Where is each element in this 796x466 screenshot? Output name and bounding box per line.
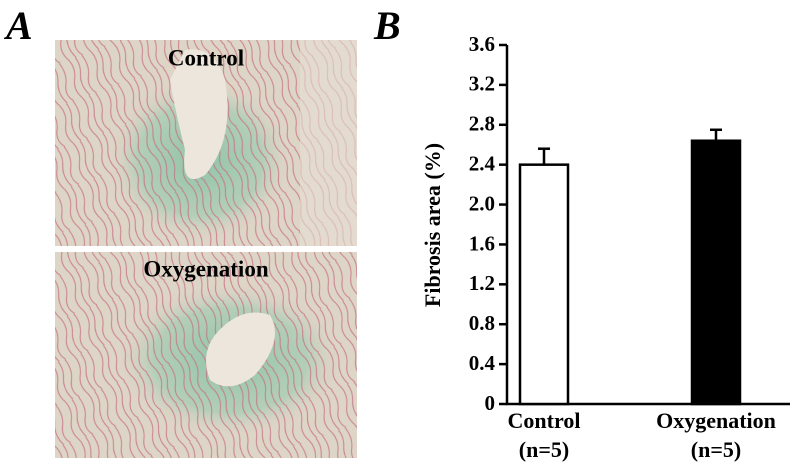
y-tick-label: 0: [485, 391, 496, 415]
y-tick-label: 3.2: [469, 72, 495, 96]
y-tick-label: 1.2: [469, 271, 495, 295]
y-tick-label: 0.4: [469, 351, 496, 375]
x-tick-label: Oxygenation: [656, 408, 776, 433]
image-caption: Oxygenation: [143, 256, 268, 281]
y-tick-label: 2.4: [469, 151, 496, 175]
panel-label: A: [3, 3, 33, 48]
bar: [690, 139, 742, 406]
y-tick-label: 2.0: [469, 191, 495, 215]
x-tick-note: (n=5): [691, 437, 741, 462]
histology-image: Control: [55, 40, 357, 246]
x-tick-label: Control: [508, 408, 581, 433]
y-axis-label: Fibrosis area (%): [420, 143, 445, 307]
y-tick-label: 0.8: [469, 311, 495, 335]
y-tick-label: 1.6: [469, 231, 495, 255]
bar: [518, 163, 570, 406]
x-tick-note: (n=5): [519, 437, 569, 462]
y-tick-label: 2.8: [469, 112, 495, 136]
y-tick-label: 3.6: [469, 32, 495, 56]
panel-label: B: [373, 3, 401, 48]
image-caption: Control: [168, 45, 244, 70]
histology-image: Oxygenation: [55, 252, 357, 458]
